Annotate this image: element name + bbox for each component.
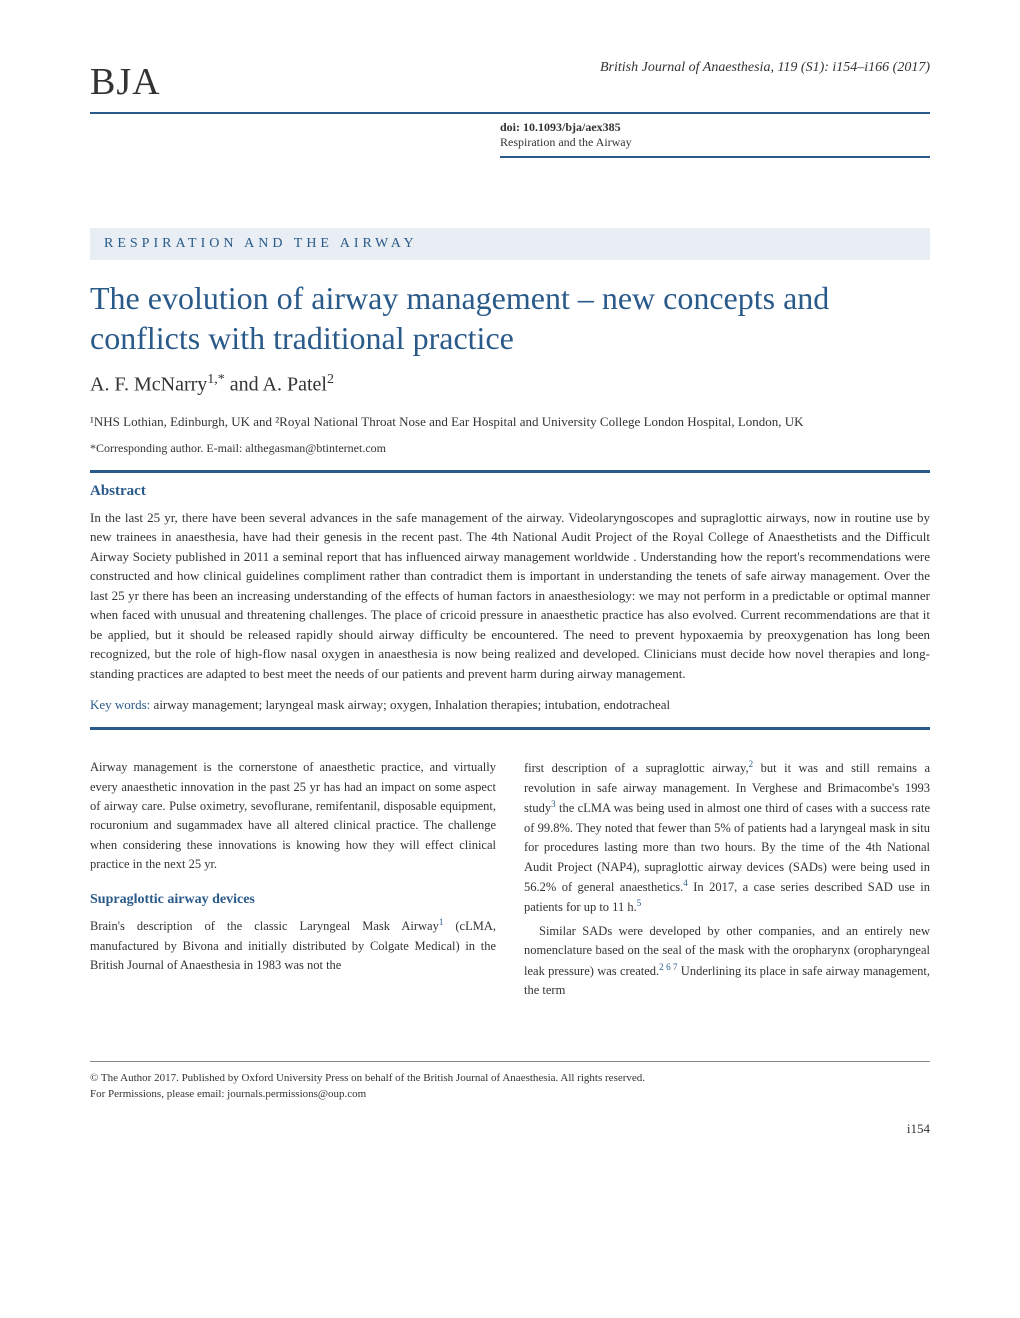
copyright-line-2: For Permissions, please email: journals.…: [90, 1086, 930, 1103]
article-title: The evolution of airway management – new…: [90, 278, 930, 358]
doi-section: Respiration and the Airway: [500, 135, 930, 150]
author-1-sup: 1,*: [207, 372, 225, 387]
left-paragraph-2: Brain's description of the classic Laryn…: [90, 916, 496, 975]
authors-line: A. F. McNarry1,* and A. Patel2: [90, 372, 930, 397]
authors-and: and A. Patel: [225, 374, 327, 396]
left-p2-a: Brain's description of the classic Laryn…: [90, 919, 439, 933]
abstract-heading: Abstract: [90, 483, 930, 500]
abstract-rule-bottom: [90, 727, 930, 730]
keywords-line: Key words: airway management; laryngeal …: [90, 697, 930, 713]
page-container: BJA British Journal of Anaesthesia, 119 …: [0, 0, 1020, 1318]
ref-5[interactable]: 5: [637, 898, 642, 908]
affiliations: ¹NHS Lothian, Edinburgh, UK and ²Royal N…: [90, 413, 930, 431]
page-number: i154: [90, 1121, 930, 1137]
ref-267[interactable]: 2 6 7: [659, 962, 677, 972]
keywords-label: Key words:: [90, 697, 150, 712]
abstract-body: In the last 25 yr, there have been sever…: [90, 508, 930, 684]
right-paragraph-2: Similar SADs were developed by other com…: [524, 922, 930, 1001]
right-column: first description of a supraglottic airw…: [524, 758, 930, 1000]
author-1: A. F. McNarry: [90, 374, 207, 396]
header-rule-top: [90, 112, 930, 114]
journal-reference: British Journal of Anaesthesia, 119 (S1)…: [600, 60, 930, 76]
author-2-sup: 2: [327, 372, 334, 387]
body-columns: Airway management is the cornerstone of …: [90, 758, 930, 1000]
doi-block: doi: 10.1093/bja/aex385 Respiration and …: [500, 120, 930, 150]
left-column: Airway management is the cornerstone of …: [90, 758, 496, 1000]
corresponding-author: *Corresponding author. E-mail: althegasm…: [90, 441, 930, 456]
copyright-block: © The Author 2017. Published by Oxford U…: [90, 1070, 930, 1103]
keywords-text: airway management; laryngeal mask airway…: [150, 697, 670, 712]
section-banner: RESPIRATION AND THE AIRWAY: [90, 228, 930, 260]
journal-logo: BJA: [90, 60, 161, 104]
copyright-line-1: © The Author 2017. Published by Oxford U…: [90, 1070, 930, 1087]
intro-paragraph: Airway management is the cornerstone of …: [90, 758, 496, 874]
header-row: BJA British Journal of Anaesthesia, 119 …: [90, 60, 930, 104]
header-rule-bottom: [500, 156, 930, 158]
doi-text: doi: 10.1093/bja/aex385: [500, 120, 930, 135]
section-subhead: Supraglottic airway devices: [90, 889, 496, 911]
footer-rule: [90, 1061, 930, 1062]
abstract-rule-top: [90, 470, 930, 473]
right-p1-a: first description of a supraglottic airw…: [524, 762, 749, 776]
right-paragraph-1: first description of a supraglottic airw…: [524, 758, 930, 918]
